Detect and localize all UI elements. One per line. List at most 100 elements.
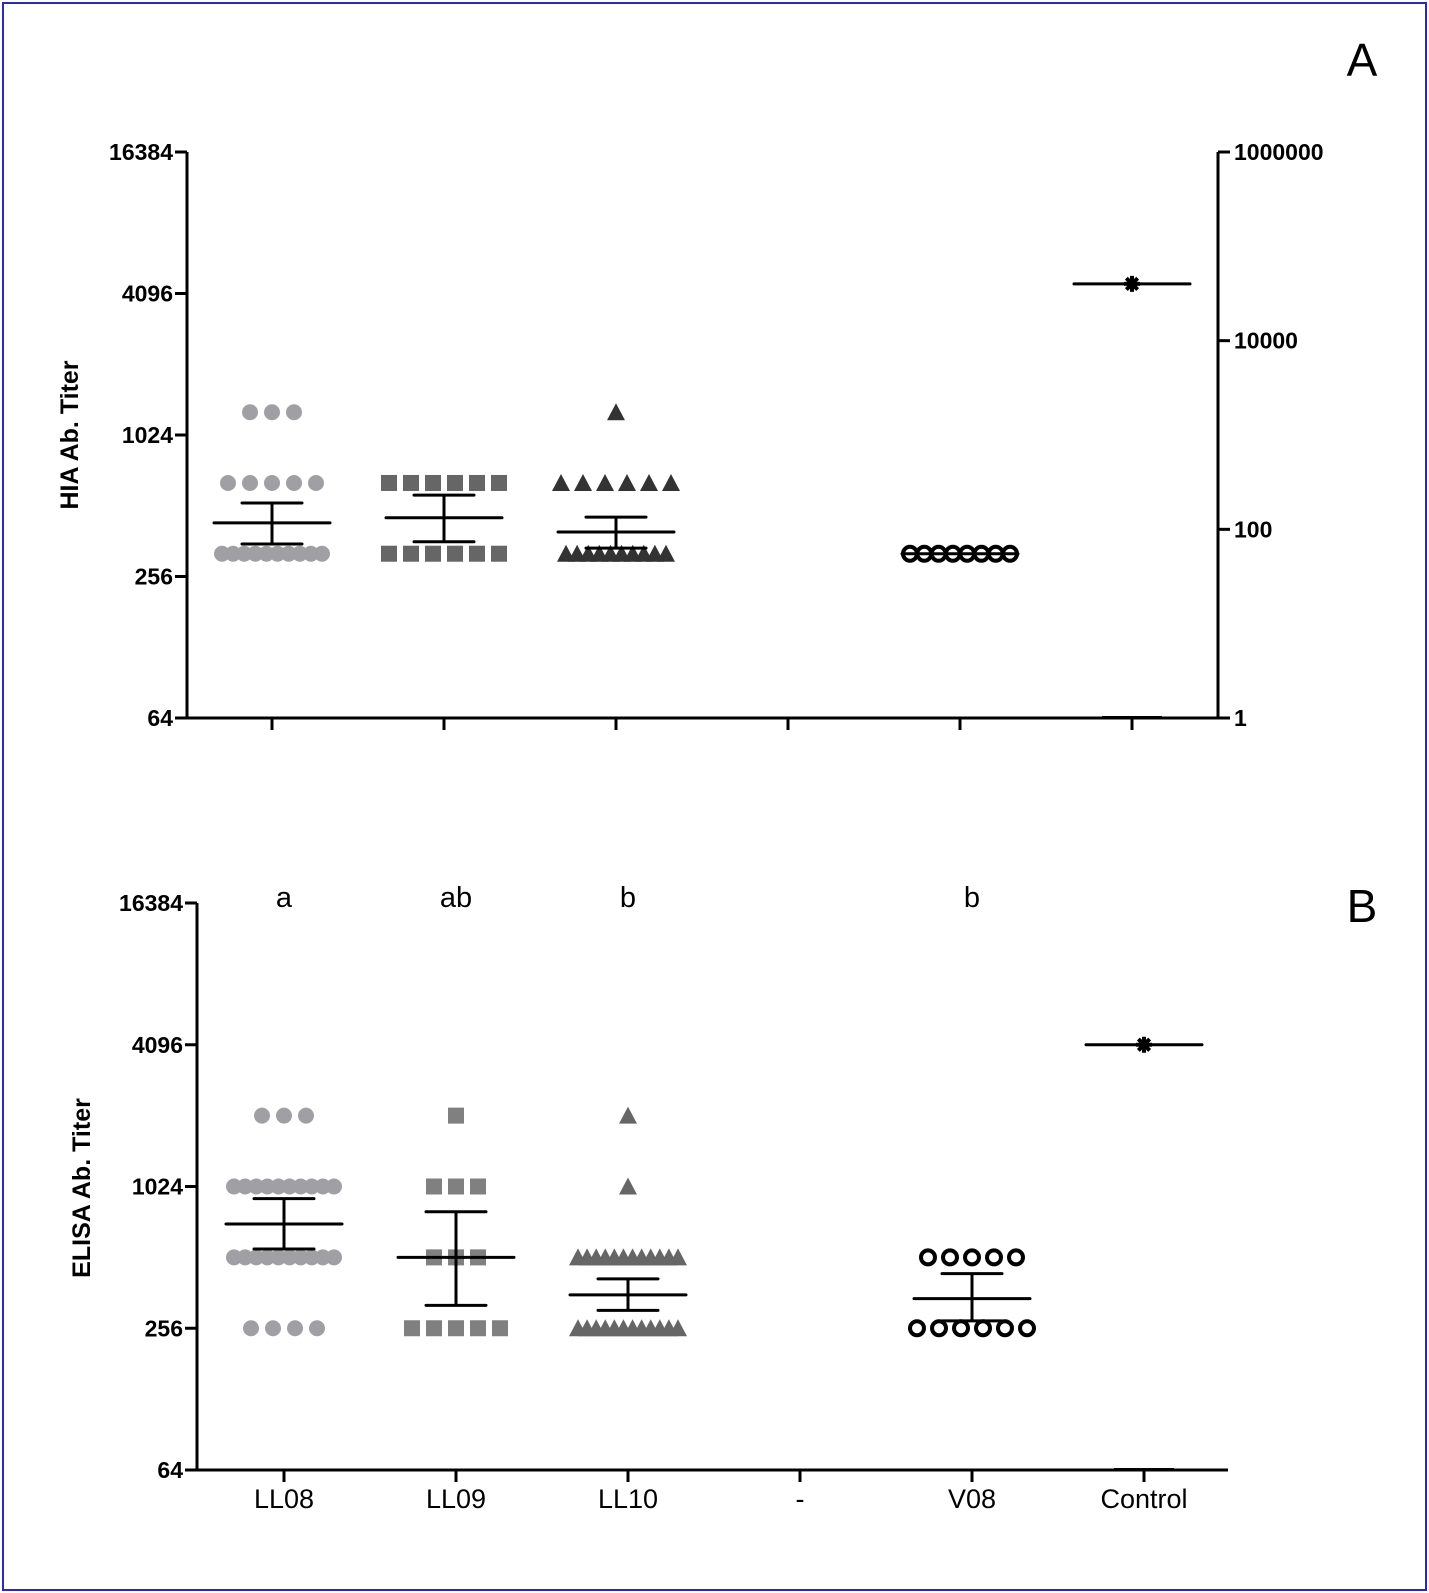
data-point-circle [286,404,302,421]
data-point-circle [286,474,302,491]
data-point-square [470,1320,486,1337]
data-point-square [403,474,419,491]
data-point-circle [226,1249,242,1266]
data-point-triangle [574,473,592,491]
data-point-circle [291,545,308,562]
data-point-circle [248,1178,265,1195]
y-tick-label: 64 [157,1457,183,1483]
data-point-triangle [640,473,658,491]
group-V08 [900,544,1020,563]
data-point-square [448,1320,464,1337]
data-point-square [470,1178,486,1195]
x-tick-label: V08 [948,1484,996,1514]
data-point-open-circle [985,1248,1003,1267]
data-point-circle [302,545,319,562]
group-LL08 [224,1107,344,1337]
data-point-circle [214,545,230,562]
data-point-circle [243,1320,259,1337]
data-point-circle [326,1249,342,1266]
data-point-circle [298,1107,314,1124]
data-point-circle [264,474,280,491]
data-point-open-circle [1018,1319,1036,1338]
y-tick-label: 1024 [132,1174,183,1200]
data-point-open-circle [919,1248,937,1267]
data-point-square [425,474,441,491]
data-point-circle [303,1249,320,1266]
y2-tick-label: 1 [1234,705,1247,731]
data-point-triangle [596,473,614,491]
data-point-circle [226,1178,242,1195]
y-tick-label: 256 [145,1315,183,1341]
data-point-circle [276,1107,292,1124]
significance-letter: a [276,882,293,914]
data-point-circle [280,545,297,562]
group-V08 [908,1248,1036,1338]
data-point-circle [247,545,264,562]
data-point-square [425,545,441,562]
data-point-circle [265,1320,281,1337]
y-tick-label: 16384 [119,890,183,916]
data-point-triangle [662,473,680,491]
data-point-circle [303,1178,320,1195]
data-point-circle [309,1320,325,1337]
y-tick-label: 64 [147,705,173,731]
data-point-circle [258,545,275,562]
data-point-circle [292,1178,309,1195]
data-point-square [447,474,463,491]
data-point-triangle [669,1248,687,1266]
y-tick-label: 16384 [109,139,173,165]
y-tick-label: 256 [135,564,173,590]
data-point-square [491,474,507,491]
data-point-square [381,545,397,562]
group-LL09 [381,474,507,562]
x-tick-label: Control [1100,1484,1187,1514]
data-point-square [403,545,419,562]
data-point-circle [259,1249,276,1266]
data-point-circle [237,1249,254,1266]
x-tick-label: - [796,1484,805,1514]
y-tick-label: 4096 [132,1032,183,1058]
data-point-circle [242,404,258,421]
data-point-open-circle [996,1319,1014,1338]
data-point-circle [287,1320,303,1337]
data-point-circle [254,1107,270,1124]
data-point-circle [237,1178,254,1195]
data-point-square [469,545,485,562]
group-Control [1084,1036,1204,1053]
data-point-open-circle [908,1319,926,1338]
data-point-circle [259,1178,276,1195]
x-tick-label: LL09 [426,1484,486,1514]
data-point-circle [314,1178,331,1195]
significance-letter: b [964,882,980,914]
data-point-square [426,1320,442,1337]
group-LL09 [396,1107,516,1337]
y2-tick-label: 10000 [1234,328,1298,354]
data-point-circle [264,404,280,421]
data-point-square [381,474,397,491]
data-point-open-circle [930,1319,948,1338]
data-point-triangle [552,473,570,491]
data-point-circle [314,1249,331,1266]
data-point-square [491,545,507,562]
y-axis-label: HIA Ab. Titer [56,360,84,509]
data-point-circle [220,474,236,491]
data-point-triangle [657,544,675,562]
data-point-triangle [669,1319,687,1337]
panel-A: 64 256 1024 4096 16384 1 100 10000 1000000 HIA Ab… [56,34,1378,731]
data-point-square [426,1178,442,1195]
panel-label: B [1347,880,1378,932]
group-LL10 [552,403,680,562]
data-point-triangle [618,473,636,491]
data-point-circle [314,545,330,562]
data-point-triangle [607,403,625,421]
data-point-open-circle [1007,1248,1025,1267]
data-point-square [448,1178,464,1195]
data-point-circle [270,1249,287,1266]
data-point-square [447,545,463,562]
x-tick-label: LL10 [598,1484,658,1514]
y2-tick-label: 1000000 [1234,139,1324,165]
panel-label: A [1347,34,1378,86]
group-Control [1072,275,1192,292]
